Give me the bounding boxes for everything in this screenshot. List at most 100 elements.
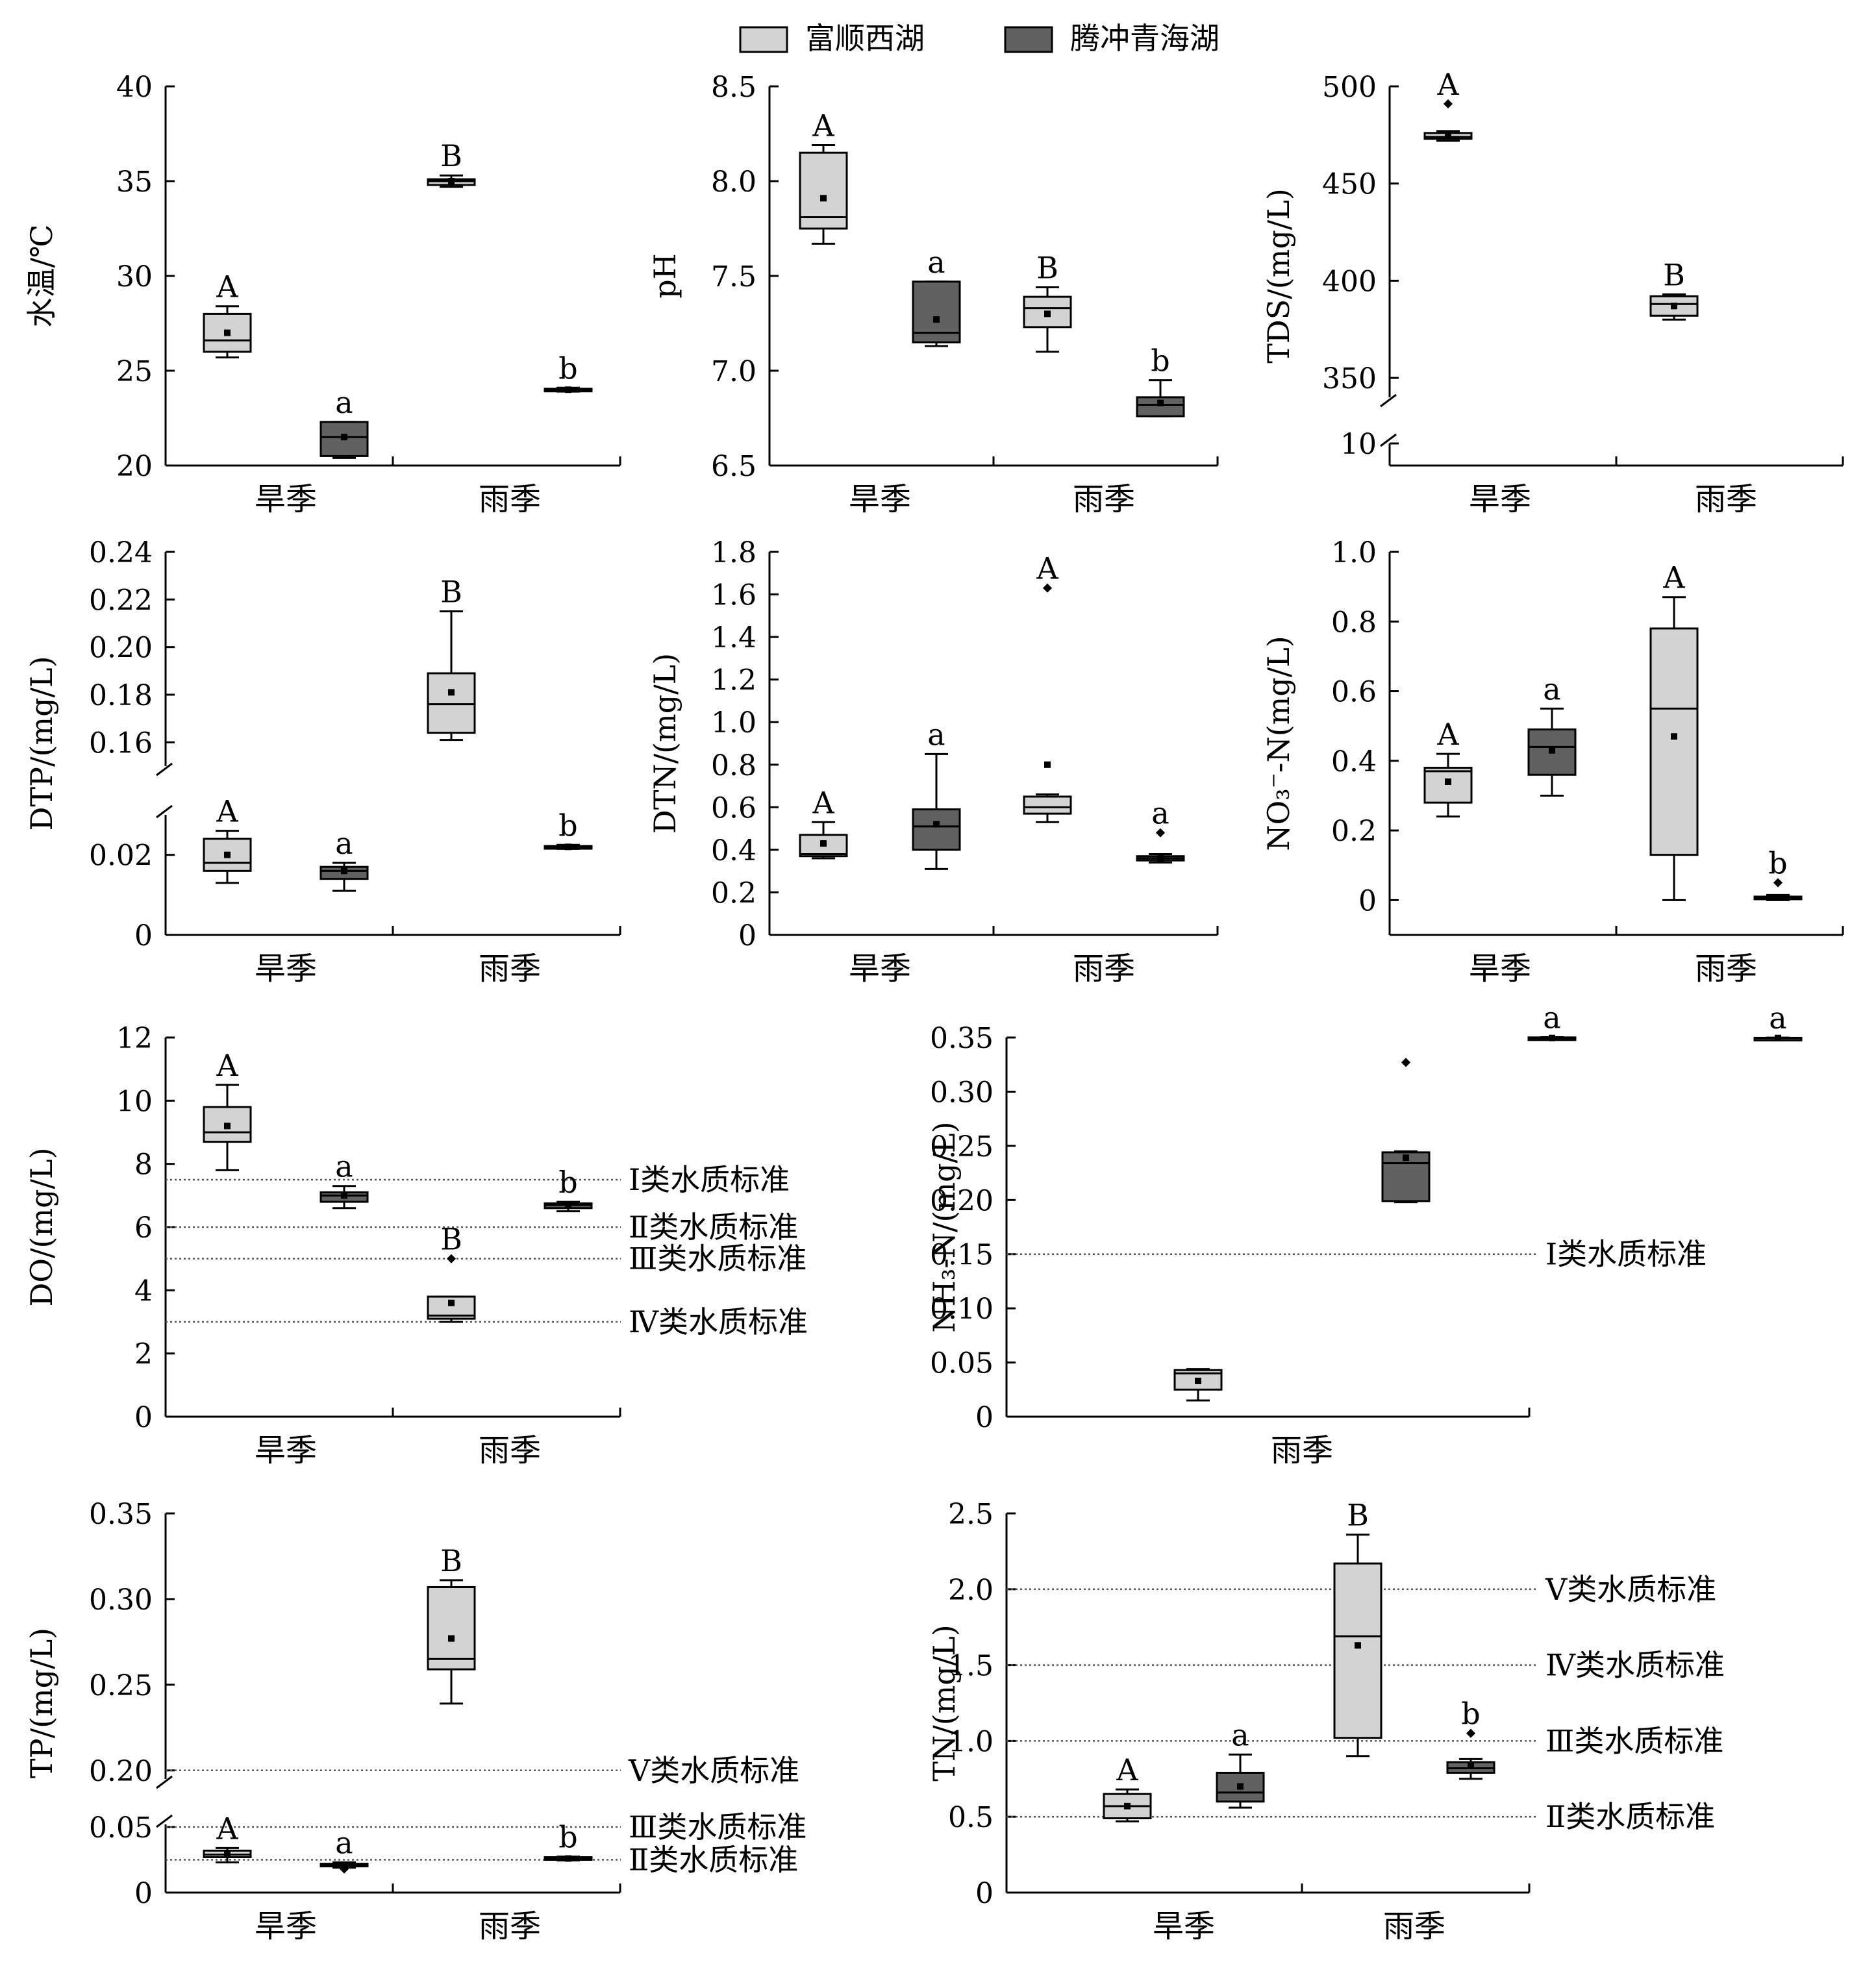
box-mean-marker <box>565 386 571 393</box>
y-tick-label: 0.20 <box>89 1755 153 1788</box>
significance-letter: B <box>440 138 462 173</box>
x-category-label: 旱季 <box>255 951 317 987</box>
box-iqr <box>1649 627 1699 856</box>
box-tengchong: b <box>544 1819 593 1862</box>
box-mean-marker <box>1157 855 1164 862</box>
box-tengchong: a <box>1527 1001 1577 1041</box>
y-axis-label: NO₃⁻-N(mg/L) <box>1261 636 1296 851</box>
y-tick-label: 0 <box>1358 884 1377 917</box>
axis-break-mark <box>1380 433 1397 447</box>
y-tick-label: 0.2 <box>1331 815 1377 848</box>
box-mean-marker <box>448 1635 455 1642</box>
box-tengchong: a <box>912 717 961 870</box>
standard-guide-label: Ⅱ类水质标准 <box>1545 1799 1715 1834</box>
box-mean-marker <box>933 316 940 323</box>
box-mean-marker <box>341 867 347 875</box>
y-tick-label: 1.2 <box>711 664 757 697</box>
box-tengchong: b <box>1136 343 1185 417</box>
box-mean-marker <box>1671 303 1677 310</box>
panel-8: 0 0.05 0.10 0.15 0.20 0.25 0.30 0.35 NH₃-N/(mg/L… <box>927 1022 1707 1469</box>
y-tick-label: 0 <box>134 919 153 952</box>
box-mean-marker <box>224 329 231 336</box>
y-axis-label: DO/(mg/L) <box>24 1147 59 1306</box>
legend-label-tengchong: 腾冲青海湖 <box>1070 21 1219 56</box>
box-iqr <box>799 151 848 230</box>
panel-10: 0 0.5 1.0 1.5 2.0 2.5 TN/(mg/L) 旱季 雨季 Ⅴ类水质标准 Ⅳ类水质标… <box>927 1498 1725 1945</box>
box-tengchong: a <box>319 826 369 892</box>
significance-letter: A <box>1436 717 1459 752</box>
y-tick-label: 30 <box>116 260 153 293</box>
x-category-label: 雨季 <box>479 951 541 987</box>
panel-9: 0 0.05 0.20 0.25 0.30 0.35 TP/(mg/L) 旱季 雨季 Ⅴ类水质标准… <box>24 1498 807 1945</box>
x-category-label: 雨季 <box>479 481 541 517</box>
significance-letter: B <box>440 1222 462 1257</box>
standard-guide-label: Ⅱ类水质标准 <box>629 1210 798 1245</box>
x-category-label: 旱季 <box>255 481 317 517</box>
box-mean-marker <box>1468 1761 1474 1769</box>
panel-7: 0 2 4 6 8 10 12 DO/(mg/L) 旱季 雨季 Ⅰ类水质标准 Ⅱ类水质标准Ⅲ类水质标准… <box>24 1022 808 1469</box>
y-tick-label: 0.8 <box>1331 606 1377 639</box>
significance-letter: b <box>558 1165 577 1200</box>
significance-letter: b <box>1151 343 1169 379</box>
y-tick-label: 1.8 <box>711 536 757 569</box>
box-fushun: A <box>1423 717 1473 818</box>
y-tick-label: 10 <box>1340 428 1377 461</box>
box-mean-marker <box>565 1855 571 1862</box>
box-iqr <box>1423 767 1473 804</box>
y-tick-label: 400 <box>1322 265 1377 298</box>
box-mean-marker <box>1157 399 1164 406</box>
x-category-label: 雨季 <box>1271 1432 1333 1469</box>
y-tick-label: 1.0 <box>948 1725 994 1758</box>
box-mean-marker <box>341 1192 347 1199</box>
significance-letter: b <box>1768 846 1787 881</box>
significance-letter: B <box>440 575 462 610</box>
standard-guide-label: Ⅳ类水质标准 <box>1545 1648 1725 1683</box>
standard-guide-label: Ⅰ类水质标准 <box>1545 1237 1707 1272</box>
y-tick-label: 6 <box>134 1212 153 1245</box>
significance-letter: b <box>558 1819 577 1854</box>
y-tick-label: 350 <box>1322 362 1377 395</box>
y-tick-label: 0.6 <box>1331 676 1377 709</box>
y-tick-label: 0.05 <box>89 1811 153 1845</box>
significance-letter: a <box>335 1149 353 1184</box>
x-category-label: 雨季 <box>1073 951 1135 987</box>
significance-letter: A <box>1036 551 1058 586</box>
significance-letter: a <box>927 717 945 752</box>
y-tick-label: 1.6 <box>711 579 757 612</box>
box-mean-marker <box>448 689 455 696</box>
box-iqr <box>1333 1562 1382 1739</box>
x-category-label: 雨季 <box>479 1432 541 1469</box>
y-tick-label: 0 <box>134 1401 153 1434</box>
box-tengchong: b <box>544 351 593 393</box>
significance-letter: b <box>1461 1697 1480 1732</box>
significance-letter: b <box>558 351 577 386</box>
significance-letter: b <box>558 808 577 843</box>
y-tick-label: 25 <box>116 355 153 388</box>
legend-label-fushun: 富顺西湖 <box>805 21 925 56</box>
box-mean-marker <box>1195 1377 1201 1384</box>
y-tick-label: 8.5 <box>711 71 757 104</box>
panel-1: 20 25 30 35 40 水温/℃ 旱季 雨季 A Ba b <box>24 71 621 517</box>
box-mean-marker <box>1549 747 1555 754</box>
y-axis-label: 水温/℃ <box>24 225 59 328</box>
legend: 富顺西湖 腾冲青海湖 <box>739 21 1219 56</box>
box-tengchong: b <box>1446 1697 1495 1780</box>
box-tengchong: b <box>544 1165 593 1213</box>
box-mean-marker <box>224 851 231 858</box>
standard-guide-label: Ⅴ类水质标准 <box>1545 1572 1716 1607</box>
box-fushun: A <box>1103 1752 1152 1822</box>
y-tick-label: 0.25 <box>930 1130 994 1163</box>
significance-letter: B <box>1036 251 1058 286</box>
y-tick-label: 0.25 <box>89 1669 153 1702</box>
box-fushun: A <box>1423 67 1473 142</box>
x-category-label: 雨季 <box>1695 951 1757 987</box>
standard-guide-label: Ⅲ类水质标准 <box>629 1241 807 1276</box>
y-tick-label: 0.2 <box>711 876 757 910</box>
y-tick-label: 40 <box>116 71 153 104</box>
box-tengchong: a <box>1216 1717 1265 1809</box>
box-iqr <box>427 672 476 734</box>
box-mean-marker <box>448 1299 455 1306</box>
y-tick-label: 35 <box>116 166 153 199</box>
